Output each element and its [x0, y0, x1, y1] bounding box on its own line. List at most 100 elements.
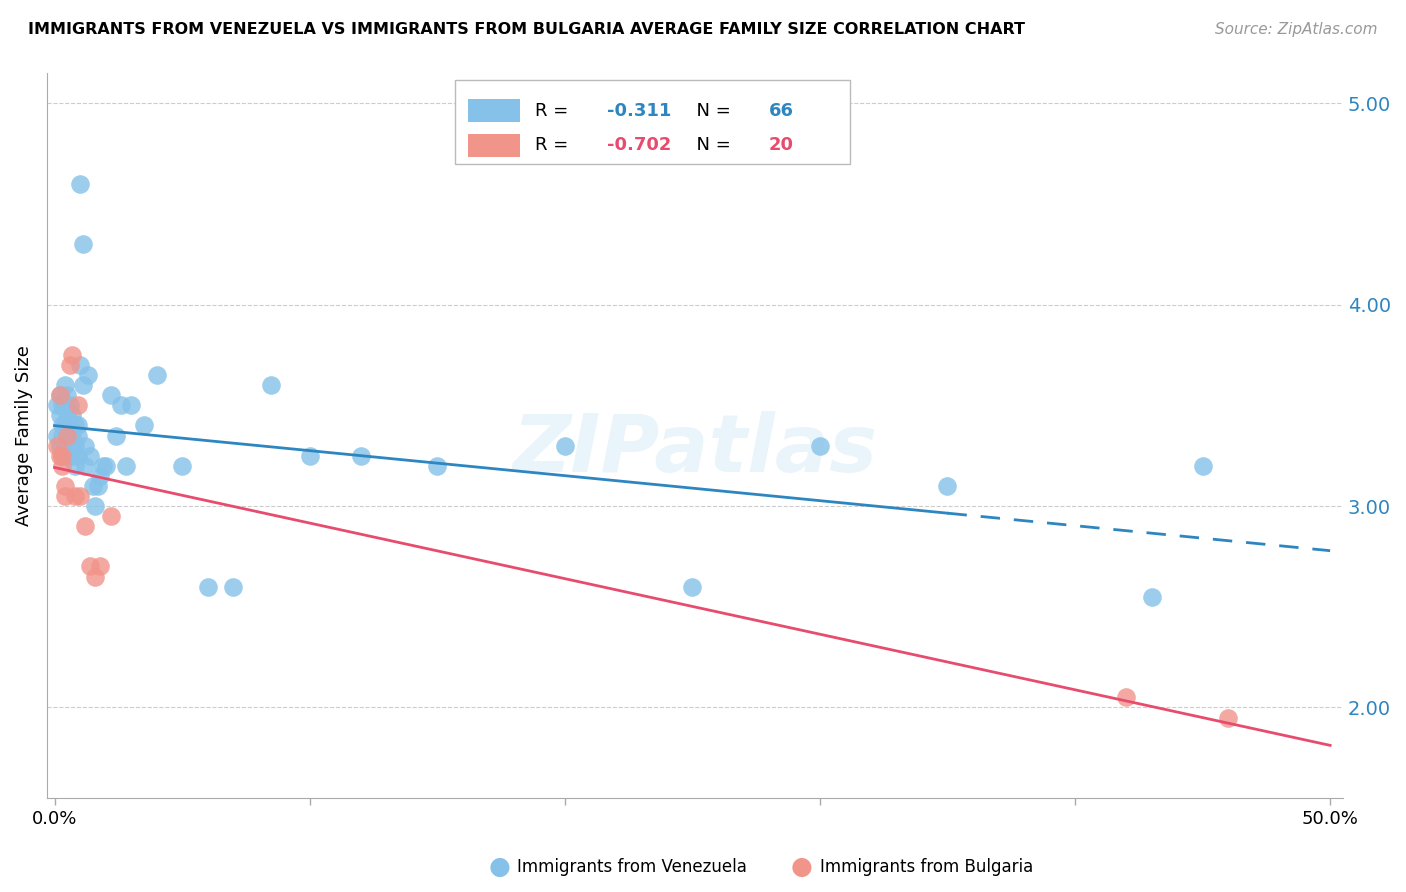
Point — [222, 580, 245, 594]
Point — [87, 479, 110, 493]
Point — [260, 378, 283, 392]
Point — [59, 428, 82, 442]
Point — [63, 439, 86, 453]
Point — [89, 468, 111, 483]
Point — [66, 428, 89, 442]
Point — [53, 439, 76, 453]
Point — [59, 418, 82, 433]
Point — [1140, 590, 1163, 604]
Text: IMMIGRANTS FROM VENEZUELA VS IMMIGRANTS FROM BULGARIA AVERAGE FAMILY SIZE CORREL: IMMIGRANTS FROM VENEZUELA VS IMMIGRANTS … — [28, 22, 1025, 37]
Text: N =: N = — [685, 102, 735, 120]
Text: 20: 20 — [769, 136, 794, 154]
Point — [51, 449, 73, 463]
Text: Source: ZipAtlas.com: Source: ZipAtlas.com — [1215, 22, 1378, 37]
Point — [51, 428, 73, 442]
Point — [72, 237, 94, 252]
Point — [145, 368, 167, 383]
Point — [936, 479, 959, 493]
Point — [76, 368, 98, 383]
Point — [69, 358, 91, 372]
Point — [120, 398, 142, 412]
Y-axis label: Average Family Size: Average Family Size — [15, 345, 32, 526]
Point — [59, 398, 82, 412]
Point — [75, 458, 97, 473]
Point — [48, 388, 70, 402]
Point — [48, 449, 70, 463]
Point — [84, 569, 107, 583]
FancyBboxPatch shape — [456, 80, 851, 163]
Point — [1216, 710, 1239, 724]
Point — [63, 489, 86, 503]
Point — [94, 458, 117, 473]
Point — [298, 449, 321, 463]
Point — [426, 458, 449, 473]
Point — [75, 519, 97, 533]
Point — [89, 559, 111, 574]
Point — [172, 458, 194, 473]
Point — [51, 398, 73, 412]
Point — [46, 428, 69, 442]
Point — [60, 439, 83, 453]
Point — [46, 439, 69, 453]
Point — [56, 449, 79, 463]
Point — [66, 398, 89, 412]
Point — [115, 458, 138, 473]
Point — [51, 449, 73, 463]
Point — [84, 499, 107, 513]
Point — [197, 580, 219, 594]
Text: R =: R = — [536, 136, 575, 154]
Point — [681, 580, 703, 594]
Text: R =: R = — [536, 102, 575, 120]
Point — [56, 388, 79, 402]
Point — [59, 358, 82, 372]
Point — [48, 439, 70, 453]
Point — [63, 458, 86, 473]
Point — [69, 177, 91, 191]
Point — [63, 418, 86, 433]
Point — [104, 428, 127, 442]
Point — [100, 388, 122, 402]
FancyBboxPatch shape — [468, 99, 520, 122]
Point — [60, 449, 83, 463]
Point — [350, 449, 373, 463]
Point — [59, 439, 82, 453]
Point — [554, 439, 576, 453]
Point — [53, 398, 76, 412]
Text: ZIPatlas: ZIPatlas — [512, 411, 877, 489]
Point — [79, 449, 101, 463]
Point — [48, 388, 70, 402]
Point — [51, 458, 73, 473]
Point — [60, 348, 83, 362]
Point — [56, 409, 79, 423]
Point — [51, 418, 73, 433]
Text: ●: ● — [488, 855, 510, 879]
Text: N =: N = — [685, 136, 735, 154]
Point — [1191, 458, 1213, 473]
Point — [69, 489, 91, 503]
Point — [60, 409, 83, 423]
Text: ●: ● — [790, 855, 813, 879]
Point — [46, 398, 69, 412]
Point — [72, 378, 94, 392]
Text: Immigrants from Venezuela: Immigrants from Venezuela — [517, 858, 747, 876]
Point — [75, 439, 97, 453]
Text: 66: 66 — [769, 102, 794, 120]
Point — [56, 428, 79, 442]
Point — [53, 418, 76, 433]
Point — [53, 479, 76, 493]
Text: Immigrants from Bulgaria: Immigrants from Bulgaria — [820, 858, 1033, 876]
FancyBboxPatch shape — [468, 134, 520, 157]
Point — [60, 428, 83, 442]
Point — [82, 479, 104, 493]
Point — [91, 458, 114, 473]
Point — [1115, 690, 1137, 705]
Point — [66, 418, 89, 433]
Point — [100, 509, 122, 524]
Point — [56, 428, 79, 442]
Point — [53, 378, 76, 392]
Point — [808, 439, 831, 453]
Point — [53, 489, 76, 503]
Point — [132, 418, 155, 433]
Point — [110, 398, 132, 412]
Point — [79, 559, 101, 574]
